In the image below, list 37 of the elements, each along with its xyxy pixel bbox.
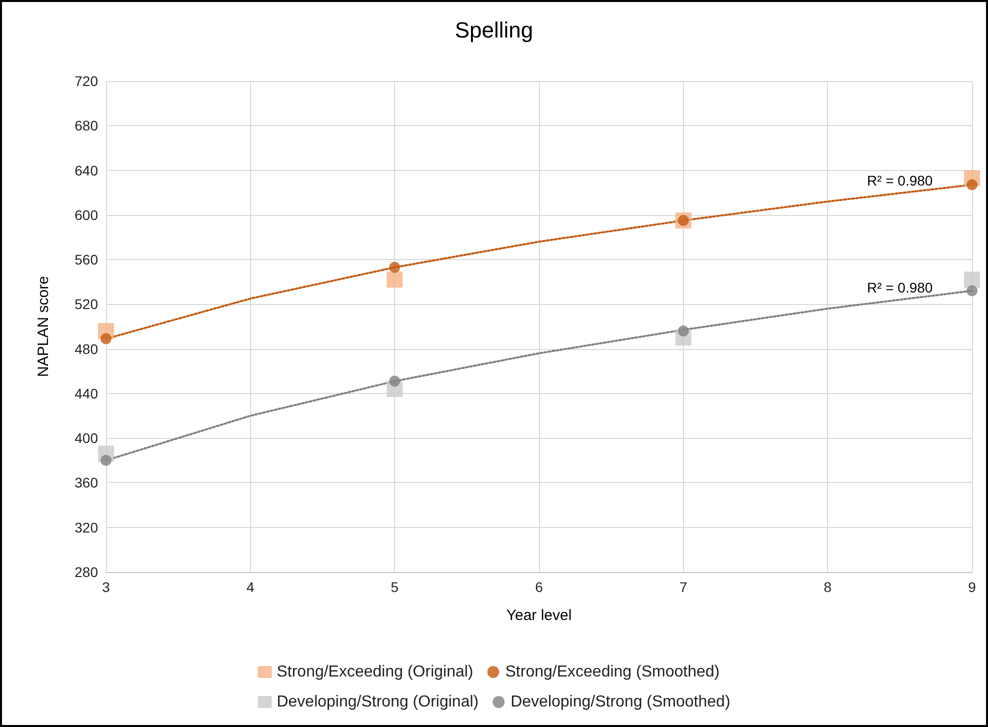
y-tick-label: 640 <box>74 162 98 178</box>
x-tick-label: 6 <box>535 579 544 595</box>
annotation: R² = 0.980 <box>866 172 933 188</box>
y-tick-label: 440 <box>74 385 98 402</box>
point <box>389 262 400 273</box>
y-tick-label: 320 <box>74 519 98 536</box>
y-tick-label: 600 <box>74 206 98 223</box>
x-axis-title: Year level <box>506 607 572 624</box>
x-tick-label: 3 <box>102 579 110 595</box>
legend-label: Strong/Exceeding (Original) <box>276 664 474 680</box>
y-tick-label: 480 <box>74 340 98 357</box>
point <box>100 333 112 344</box>
y-tick-label: 680 <box>74 118 98 134</box>
legend-label: Developing/Strong (Original) <box>276 694 479 710</box>
point <box>964 272 980 288</box>
point <box>389 376 400 387</box>
legend-label: Developing/Strong (Smoothed) <box>510 694 730 710</box>
point <box>100 454 112 466</box>
y-tick-label: 280 <box>74 564 98 580</box>
point <box>678 325 689 336</box>
legend-label: Strong/Exceeding (Smoothed) <box>505 664 720 680</box>
y-axis-title: NAPLAN score <box>35 276 52 377</box>
y-tick-label: 400 <box>74 430 98 446</box>
x-tick-label: 7 <box>679 579 688 595</box>
y-tick-label: 520 <box>74 296 98 312</box>
point <box>386 272 403 288</box>
point <box>966 179 978 190</box>
x-tick-label: 9 <box>968 579 976 595</box>
chart-title: Spelling <box>454 18 534 42</box>
x-tick-label: 4 <box>246 579 254 595</box>
annotation: R² = 0.980 <box>866 280 933 296</box>
x-tick-label: 8 <box>824 579 832 595</box>
y-tick-label: 720 <box>74 73 98 89</box>
point <box>966 285 978 296</box>
x-tick-label: 5 <box>390 579 399 595</box>
y-tick-label: 560 <box>74 252 98 268</box>
y-tick-label: 360 <box>74 474 98 491</box>
